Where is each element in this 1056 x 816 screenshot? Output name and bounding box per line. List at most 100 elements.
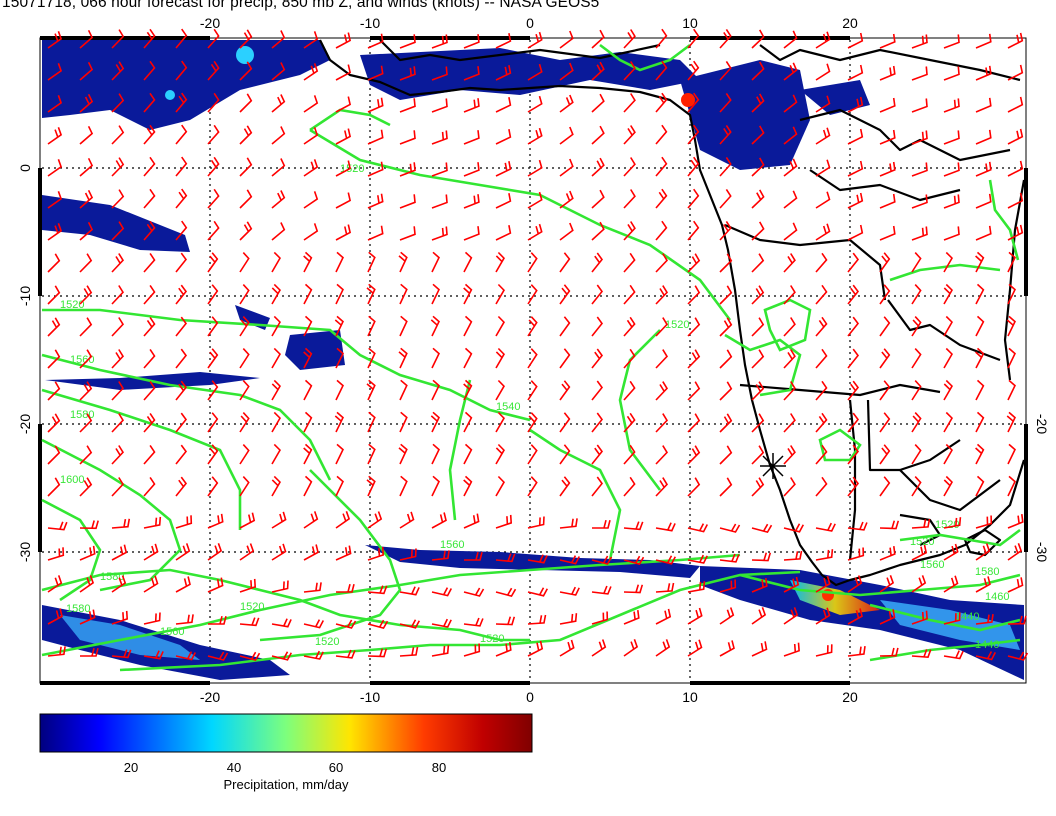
wind-barb	[175, 156, 188, 177]
wind-barb	[879, 129, 896, 145]
colorbar-ticks: 20 40 60 80	[124, 760, 446, 775]
wind-barb	[47, 477, 61, 497]
wind-barb	[975, 543, 991, 561]
wind-barb	[207, 577, 224, 593]
contour-9	[529, 428, 622, 561]
wind-barb	[271, 580, 289, 593]
wind-barb	[111, 29, 125, 49]
wind-barb	[559, 284, 571, 305]
wind-barb	[623, 412, 636, 433]
lesotho	[963, 528, 1002, 557]
wind-barb	[623, 380, 636, 401]
wind-barb	[623, 444, 636, 465]
wind-barb	[303, 411, 313, 433]
wind-barb	[303, 127, 319, 145]
wind-barb	[335, 64, 352, 81]
wind-barb	[1007, 251, 1016, 273]
wind-barb	[751, 607, 767, 625]
wind-barb	[943, 66, 960, 81]
wind-barb	[367, 161, 384, 177]
wind-barb	[751, 157, 765, 177]
wind-barb	[847, 348, 860, 369]
wind-barb	[303, 31, 319, 49]
wind-barb	[879, 316, 891, 337]
wind-barb	[239, 412, 250, 433]
precip-area-gulf	[360, 48, 700, 100]
wind-barb	[687, 639, 703, 657]
wind-barb	[47, 317, 61, 337]
wind-barb	[239, 578, 257, 593]
wind-barb	[495, 251, 505, 273]
wind-barb	[751, 93, 765, 113]
wind-barb	[431, 512, 447, 529]
wind-barb	[431, 443, 440, 465]
wind-barb	[687, 581, 706, 593]
wind-barb	[47, 95, 63, 113]
wind-barb	[239, 252, 250, 273]
wind-barb	[943, 283, 954, 305]
contour-5	[41, 438, 182, 592]
wind-barb	[687, 349, 701, 369]
contour-2	[42, 308, 531, 422]
contour-21	[889, 263, 1001, 282]
wind-barb	[367, 251, 376, 273]
wind-barb	[623, 157, 636, 177]
wind-barb	[47, 159, 63, 177]
wind-barb	[815, 522, 836, 532]
wind-barb	[431, 347, 440, 369]
wind-barb	[623, 316, 636, 337]
wind-barb	[207, 124, 220, 145]
wind-barb	[239, 543, 255, 561]
wind-barb	[143, 124, 156, 145]
wind-barb	[47, 547, 65, 561]
wind-barb	[655, 220, 668, 241]
wind-barb	[559, 555, 581, 565]
wind-barb	[334, 315, 344, 337]
wind-barb	[847, 547, 865, 561]
wind-barb	[399, 646, 419, 657]
wind-barb	[399, 226, 416, 241]
wind-barb	[687, 92, 700, 113]
border-5	[887, 299, 1001, 362]
wind-barb	[303, 283, 313, 305]
wind-barb	[591, 316, 604, 337]
wind-barb	[399, 586, 420, 596]
wind-barb	[655, 445, 669, 465]
wind-barb	[143, 412, 156, 433]
wind-barb	[783, 576, 800, 593]
wind-barb	[559, 252, 571, 273]
wind-barb	[687, 220, 700, 241]
wind-barb	[911, 444, 922, 465]
wind-barb	[1007, 513, 1024, 529]
wind-barb	[303, 191, 319, 209]
wind-barb	[271, 315, 281, 337]
wind-barb	[815, 159, 831, 177]
wind-barb	[207, 444, 219, 465]
wind-barb	[431, 587, 453, 597]
wind-barb	[559, 30, 574, 49]
wind-barb	[911, 226, 928, 241]
wind-barb	[655, 28, 668, 49]
wind-barb	[943, 612, 961, 625]
wind-barb	[591, 189, 605, 209]
wind-barb	[367, 546, 385, 561]
wind-barb	[367, 33, 384, 49]
wind-barb	[1007, 347, 1016, 369]
wind-barb	[367, 129, 384, 145]
wind-barb	[655, 381, 669, 401]
wind-barb	[783, 381, 796, 401]
wind-barb	[559, 62, 574, 81]
wind-barb	[271, 618, 292, 628]
lon-tick-label: 20	[842, 15, 858, 31]
wind-barb	[271, 475, 281, 497]
wind-barb	[527, 316, 538, 337]
wind-barb	[847, 380, 860, 401]
wind-barb	[111, 317, 125, 337]
wind-barb	[911, 610, 928, 625]
wind-barb	[239, 444, 250, 465]
border-9	[899, 469, 1001, 512]
wind-barb	[719, 156, 732, 177]
wind-barb	[79, 381, 93, 401]
wind-barb	[559, 613, 578, 625]
wind-barb	[1007, 32, 1024, 49]
